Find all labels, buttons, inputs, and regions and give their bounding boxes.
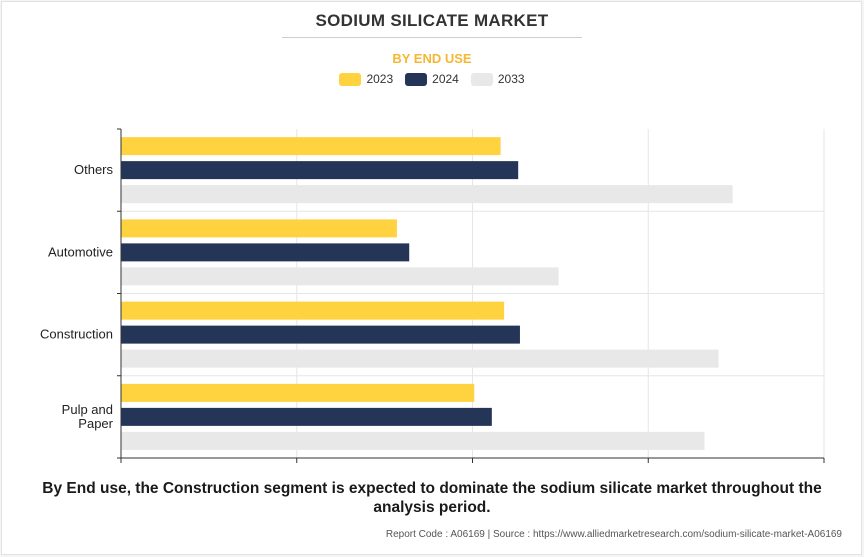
category-label: Automotive (48, 244, 113, 259)
legend-item-2023[interactable]: 2023 (339, 72, 393, 86)
chart-caption: By End use, the Construction segment is … (42, 480, 822, 516)
chart-subtitle: BY END USE (392, 51, 472, 66)
title-divider (282, 37, 582, 38)
bar-2023-others (121, 137, 501, 156)
legend-swatch-2033 (470, 72, 493, 86)
bar-2023-construction (121, 301, 505, 320)
legend-swatch-2024 (405, 72, 428, 86)
category-label: Others (74, 162, 114, 177)
legend-item-2024[interactable]: 2024 (405, 72, 459, 86)
category-label: Pulp and Paper (62, 402, 114, 431)
chart-legend: 2023 2024 2033 (0, 72, 864, 86)
chart-title: SODIUM SILICATE MARKET (315, 11, 549, 30)
bar-2023-automotive (121, 219, 397, 238)
bar-2023-pulp-and-paper (121, 383, 475, 402)
bar-2033-automotive (121, 267, 559, 286)
bar-2033-construction (121, 349, 719, 368)
bar-2024-construction (121, 325, 520, 344)
legend-label-2024: 2024 (432, 72, 459, 86)
bar-2024-others (121, 161, 519, 180)
bar-2024-automotive (121, 243, 410, 262)
legend-item-2033[interactable]: 2033 (470, 72, 525, 86)
legend-label-2023: 2023 (366, 72, 394, 86)
bar-2033-others (121, 185, 733, 204)
bar-2033-pulp-and-paper (121, 431, 705, 450)
category-label: Construction (40, 327, 113, 342)
legend-label-2033: 2033 (497, 72, 525, 86)
source-text: Report Code : A06169 | Source : https://… (385, 529, 842, 540)
legend-swatch-2023 (339, 72, 362, 86)
bar-2024-pulp-and-paper (121, 407, 492, 426)
